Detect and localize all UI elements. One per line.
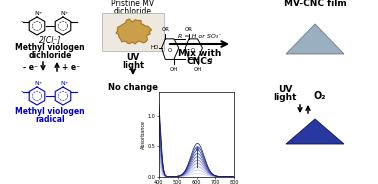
Text: UV: UV <box>126 54 139 63</box>
Text: OR: OR <box>161 27 169 32</box>
Text: OH: OH <box>170 67 178 72</box>
Y-axis label: Absorbance: Absorbance <box>141 120 146 149</box>
Text: light: light <box>122 61 144 70</box>
Text: Pristine MV: Pristine MV <box>112 0 155 8</box>
Text: O: O <box>191 48 195 53</box>
Text: OR: OR <box>185 27 193 32</box>
Text: +: + <box>39 10 42 15</box>
Text: radical: radical <box>35 114 65 123</box>
Text: +: + <box>65 81 68 84</box>
Polygon shape <box>286 24 344 54</box>
FancyBboxPatch shape <box>102 13 164 51</box>
Polygon shape <box>286 119 344 144</box>
Text: -: - <box>20 89 23 95</box>
Text: N: N <box>35 11 39 16</box>
Text: dichloride: dichloride <box>28 50 72 59</box>
Text: N: N <box>35 81 39 86</box>
Text: CNCs: CNCs <box>187 56 213 66</box>
Text: - e⁻: - e⁻ <box>23 63 38 72</box>
Text: Mix with: Mix with <box>178 49 222 57</box>
Text: + e⁻: + e⁻ <box>62 63 80 72</box>
Text: R = H or SO₃⁻: R = H or SO₃⁻ <box>178 35 222 40</box>
Text: dichloride: dichloride <box>114 6 152 15</box>
Text: Methyl viologen: Methyl viologen <box>15 43 85 52</box>
Text: N: N <box>60 11 65 16</box>
Text: HO: HO <box>150 45 159 50</box>
Text: -: - <box>20 19 23 24</box>
Text: 2[Cl⁻]: 2[Cl⁻] <box>39 36 61 45</box>
Text: N: N <box>60 81 65 86</box>
Text: n: n <box>208 57 212 63</box>
Text: O₂: O₂ <box>314 91 326 101</box>
Text: +: + <box>65 10 68 15</box>
Text: MV-CNC film: MV-CNC film <box>284 0 346 8</box>
Text: +: + <box>39 81 42 84</box>
Polygon shape <box>116 19 152 44</box>
Text: light: light <box>273 93 297 102</box>
Text: OH: OH <box>193 67 202 72</box>
Text: UV: UV <box>278 84 292 93</box>
Text: No change: No change <box>108 84 158 93</box>
Text: Methyl viologen: Methyl viologen <box>15 107 85 116</box>
Text: O: O <box>167 48 172 53</box>
